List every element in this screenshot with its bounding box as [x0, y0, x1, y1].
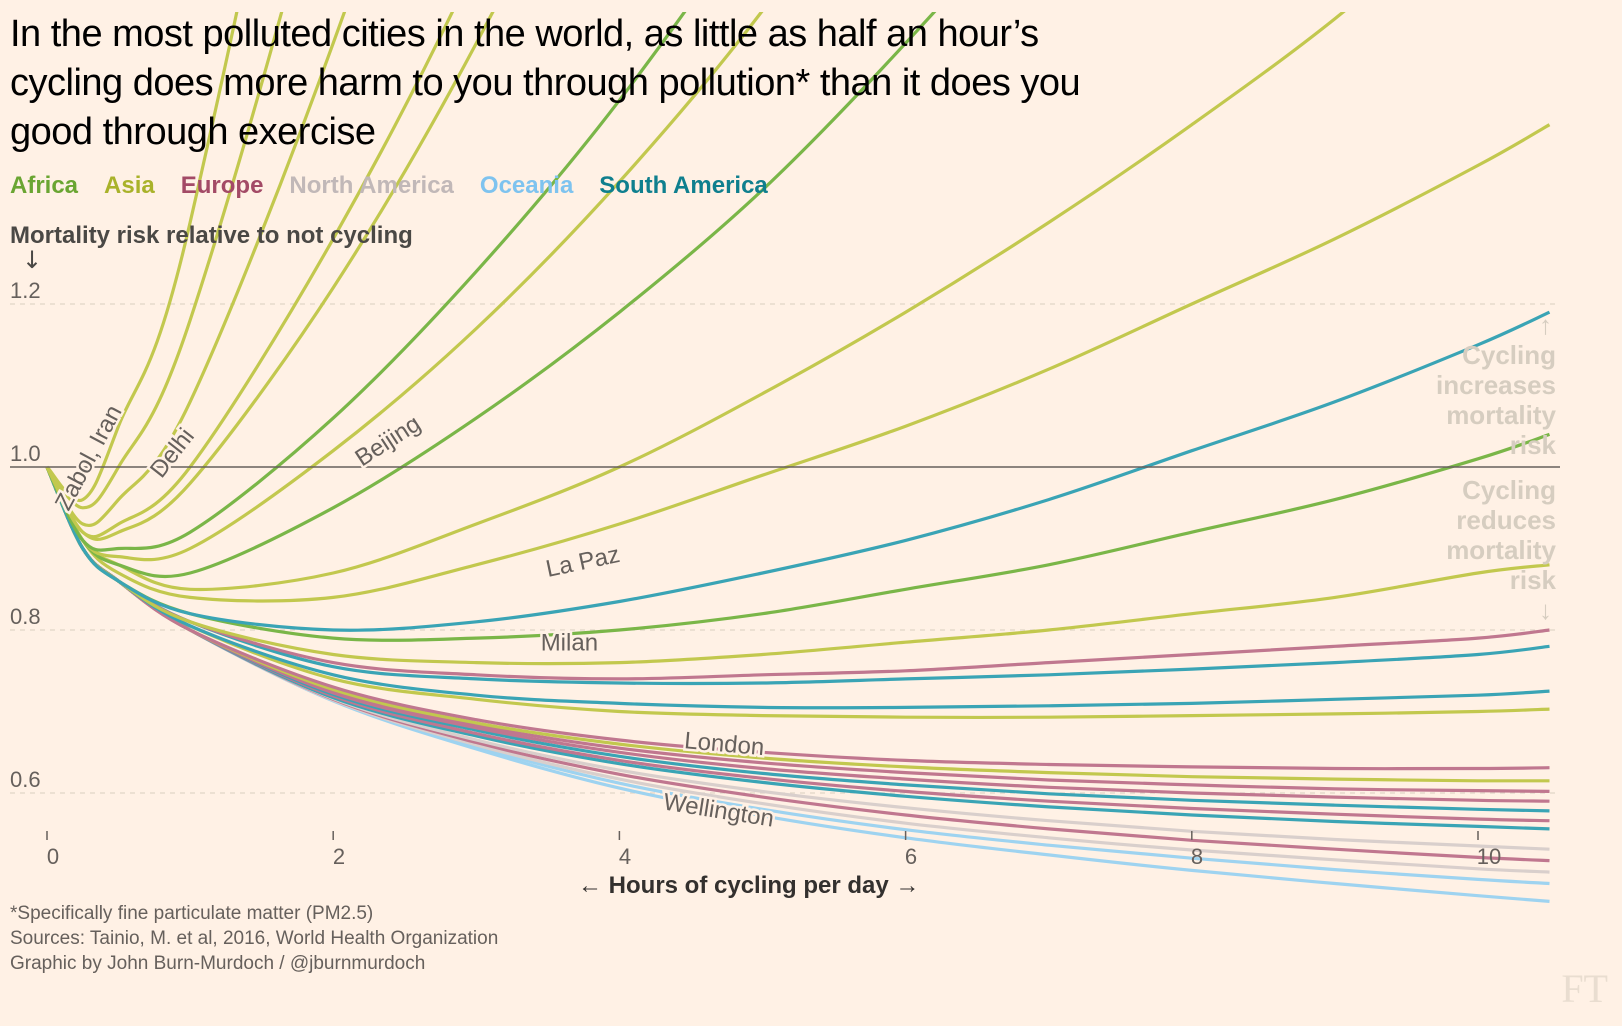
footnote: *Specifically fine particulate matter (P…	[10, 903, 374, 924]
x-axis-ticks	[46, 831, 1479, 840]
grid-lines	[10, 303, 1560, 794]
city-label-zabol-iran: Zabol, Iran	[50, 401, 128, 515]
series-line-africa-1	[45, 12, 687, 552]
series-lines	[45, 12, 1551, 903]
city-label-beijing: Beijing	[350, 410, 425, 472]
ft-logo: FT	[1561, 966, 1608, 1011]
city-label-london: London	[683, 727, 765, 761]
series-line-asia-12	[45, 466, 1550, 720]
up-arrow-icon: ↑	[1539, 310, 1552, 340]
y-axis-label: Mortality risk relative to not cycling	[10, 222, 413, 249]
series-line-delhi	[45, 12, 455, 539]
city-label-delhi: Delhi	[145, 423, 200, 483]
city-label-la-paz: La Paz	[543, 541, 622, 583]
series-line-asia-9	[45, 123, 1551, 603]
series-line-beijing	[45, 12, 937, 579]
series-line-europe-4	[45, 466, 1550, 803]
x-axis-label: ← Hours of cycling per day →	[578, 872, 920, 899]
series-line-asia-11	[45, 466, 1550, 666]
legend-item-oceania: Oceania	[479, 172, 574, 199]
y-tick-label: 0.6	[10, 767, 41, 792]
legend-item-europe: Europe	[180, 172, 264, 199]
y-tick-label: 1.0	[10, 441, 41, 466]
x-tick-label: 10	[1476, 844, 1502, 869]
series-line-europe-2	[45, 466, 1550, 771]
y-tick-label: 0.8	[10, 604, 41, 629]
x-tick-label: 2	[332, 844, 346, 869]
x-tick-label: 0	[46, 844, 60, 869]
annotation-increases: Cycling increases mortality risk	[1436, 340, 1556, 460]
legend-item-north-america: North America	[289, 172, 454, 199]
series-line-la-paz	[45, 310, 1551, 632]
source-note: Sources: Tainio, M. et al, 2016, World H…	[10, 928, 499, 949]
legend-item-south-america: South America	[599, 172, 768, 199]
x-tick-label: 4	[618, 844, 632, 869]
annotation-reduces: Cycling reduces mortality risk	[1446, 475, 1556, 595]
x-tick-label: 8	[1190, 844, 1204, 869]
series-line-africa-2	[45, 432, 1551, 642]
series-line-asia-6	[45, 12, 764, 562]
series-line-asia-5	[45, 12, 495, 541]
chart-title: In the most polluted cities in the world…	[10, 13, 1081, 153]
series-line-asia-8	[45, 12, 1346, 592]
y-tick-label: 1.2	[10, 278, 41, 303]
x-tick-label: 6	[904, 844, 918, 869]
down-arrow-icon: ↓	[1539, 595, 1552, 625]
legend: Africa Asia Europe North America Oceania…	[10, 172, 768, 200]
legend-item-africa: Africa	[10, 172, 79, 199]
city-label-milan: Milan	[541, 629, 598, 656]
legend-item-asia: Asia	[104, 172, 155, 199]
credit-note: Graphic by John Burn-Murdoch / @jburnmur…	[10, 953, 426, 974]
series-line-wellington	[45, 466, 1550, 903]
down-arrow-icon: ↓	[22, 246, 43, 274]
series-line-london	[45, 466, 1550, 783]
series-line-milan	[45, 466, 1550, 681]
